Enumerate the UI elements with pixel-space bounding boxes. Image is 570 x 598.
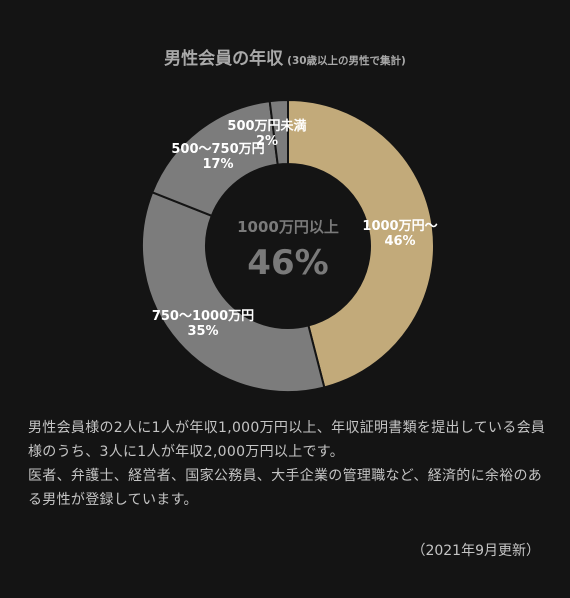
updated-date: （2021年9月更新） — [411, 543, 540, 559]
slice-category-label-2: 750～1000万円 — [152, 309, 254, 324]
center-label: 1000万円以上 — [237, 218, 339, 236]
slice-category-label-1: 1000万円～ — [362, 219, 437, 234]
chart-title: 男性会員の年収 — [164, 49, 284, 69]
center-value: 46% — [247, 243, 328, 283]
slice-value-label-3: 17% — [202, 157, 233, 172]
description-line-1: 男性会員様の2人に1人が年収1,000万円以上、年収証明書類を提出している会員様… — [28, 420, 546, 460]
donut-chart: 1000万円～46%750～1000万円35%500～750万円17%500万円… — [141, 98, 438, 393]
description: 男性会員様の2人に1人が年収1,000万円以上、年収証明書類を提出している会員様… — [28, 416, 548, 512]
slice-value-label-4: 2% — [256, 134, 278, 149]
pie-slice-1 — [287, 98, 435, 389]
pie-slice-4 — [268, 98, 289, 166]
description-line-2: 医者、弁護士、経営者、国家公務員、大手企業の管理職など、経済的に余裕のある男性が… — [28, 468, 543, 508]
chart-subtitle: (30歳以上の男性で集計) — [287, 55, 406, 67]
slice-value-label-1: 46% — [384, 234, 415, 249]
chart-title-block: 男性会員の年収 (30歳以上の男性で集計) — [0, 44, 570, 69]
slice-value-label-2: 35% — [187, 324, 218, 339]
pie-slice-2 — [141, 190, 326, 393]
slice-category-label-4: 500万円未満 — [227, 118, 306, 134]
slice-category-label-3: 500～750万円 — [171, 142, 264, 157]
